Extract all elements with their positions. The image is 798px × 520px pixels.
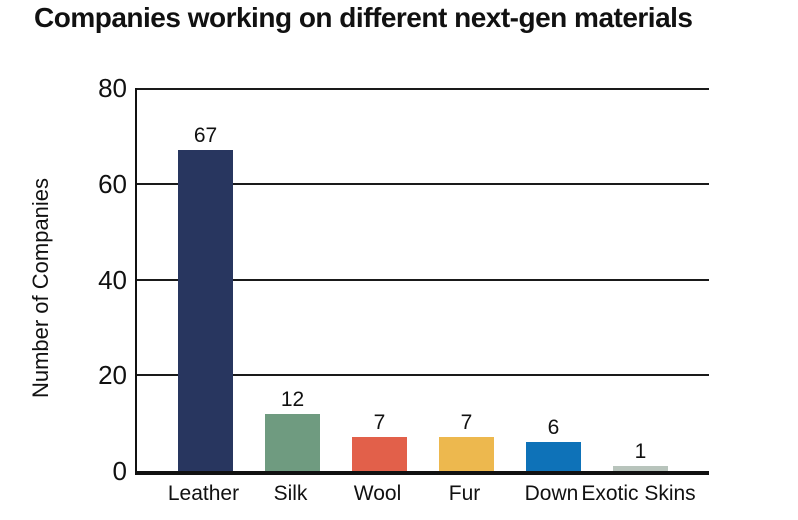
x-tick-label: Fur bbox=[448, 482, 481, 505]
x-label-slot: Leather bbox=[160, 482, 247, 506]
y-tick-label: 40 bbox=[98, 265, 127, 295]
x-tick-label: Silk bbox=[273, 482, 308, 505]
bar-slot: 12 bbox=[249, 88, 336, 471]
x-tick-label: Wool bbox=[353, 482, 402, 505]
x-label-slot: Down bbox=[508, 482, 595, 506]
bar-leather bbox=[178, 150, 233, 471]
bar-silk bbox=[265, 414, 320, 471]
bar-value-label: 7 bbox=[460, 411, 473, 434]
bar-slot: 6 bbox=[510, 88, 597, 471]
y-tick-label: 80 bbox=[98, 73, 127, 103]
bar-value-label: 7 bbox=[373, 411, 386, 434]
bars-container: 67 12 7 7 6 1 bbox=[137, 88, 709, 471]
bar-value-label: 67 bbox=[193, 124, 218, 147]
bar-exotic-skins bbox=[613, 466, 668, 471]
x-label-slot: Wool bbox=[334, 482, 421, 506]
bar-down bbox=[526, 442, 581, 471]
bar-slot: 67 bbox=[162, 88, 249, 471]
x-tick-label: Exotic Skins bbox=[581, 482, 696, 505]
x-tick-label: Down bbox=[524, 482, 579, 505]
x-label-slot: Silk bbox=[247, 482, 334, 506]
bar-slot: 1 bbox=[597, 88, 684, 471]
gridline bbox=[137, 279, 709, 281]
x-tick-label: Leather bbox=[167, 482, 240, 505]
y-axis-ticks: 0 20 40 60 80 bbox=[0, 75, 127, 484]
x-label-slot: Fur bbox=[421, 482, 508, 506]
gridline bbox=[137, 183, 709, 185]
x-label-slot: Exotic Skins bbox=[581, 482, 695, 506]
bar-value-label: 1 bbox=[634, 440, 647, 463]
bar-fur bbox=[439, 437, 494, 471]
bar-value-label: 6 bbox=[547, 416, 560, 439]
bar-slot: 7 bbox=[336, 88, 423, 471]
gridline bbox=[137, 88, 709, 90]
y-tick-label: 20 bbox=[98, 360, 127, 390]
bar-value-label: 12 bbox=[280, 388, 305, 411]
y-tick-label: 60 bbox=[98, 169, 127, 199]
chart-title: Companies working on different next-gen … bbox=[34, 2, 693, 33]
gridline bbox=[137, 374, 709, 376]
plot-area: 67 12 7 7 6 1 bbox=[135, 88, 709, 475]
bar-wool bbox=[352, 437, 407, 471]
y-tick-label: 0 bbox=[112, 456, 127, 486]
bar-slot: 7 bbox=[423, 88, 510, 471]
x-axis-labels: Leather Silk Wool Fur Down Exotic Skins bbox=[135, 482, 707, 506]
